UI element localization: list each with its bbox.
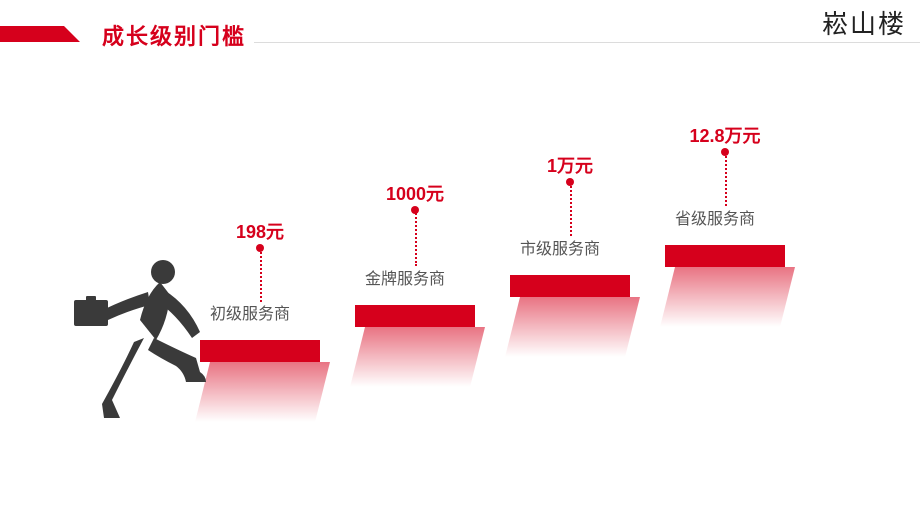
step-value: 198元: [236, 218, 284, 244]
connector-line: [260, 248, 262, 302]
step-value: 1万元: [547, 152, 593, 178]
step-label: 金牌服务商: [365, 265, 445, 289]
step-platform: [200, 340, 330, 422]
step-1: 198元初级服务商: [200, 0, 320, 518]
header-accent-triangle: [64, 26, 80, 42]
connector-line: [415, 210, 417, 266]
step-label: 初级服务商: [210, 300, 290, 324]
step-label: 市级服务商: [520, 235, 600, 259]
connector-line: [725, 152, 727, 206]
step-4: 12.8万元省级服务商: [665, 0, 785, 518]
slide-canvas: 成长级别门槛 崧山楼 198元初级服务商1000元金牌服务商1万元市级服务商12…: [0, 0, 920, 518]
step-platform: [355, 305, 485, 387]
step-value: 1000元: [386, 180, 444, 206]
step-2: 1000元金牌服务商: [355, 0, 475, 518]
step-value: 12.8万元: [689, 122, 760, 148]
step-label: 省级服务商: [675, 205, 755, 229]
step-platform: [665, 245, 795, 327]
step-platform: [510, 275, 640, 357]
running-man-icon: [68, 250, 218, 420]
header-accent-bar: [0, 26, 64, 42]
brand-logo-text: 崧山楼: [822, 4, 906, 41]
step-3: 1万元市级服务商: [510, 0, 630, 518]
connector-line: [570, 182, 572, 236]
